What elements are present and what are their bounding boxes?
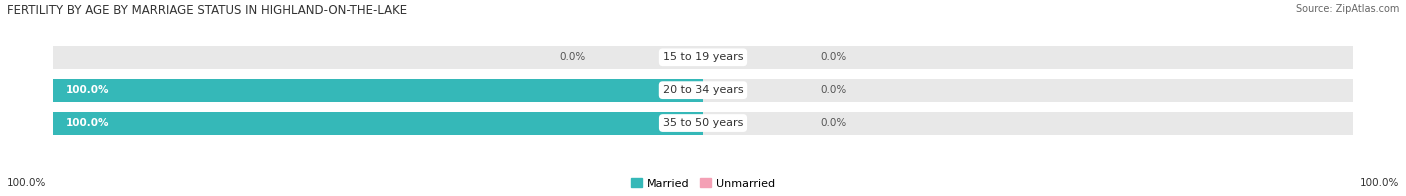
- Bar: [52, 79, 703, 102]
- Text: 100.0%: 100.0%: [1360, 178, 1399, 188]
- Bar: [703, 112, 1354, 134]
- Text: 15 to 19 years: 15 to 19 years: [662, 52, 744, 62]
- Bar: [703, 79, 1354, 102]
- Text: 35 to 50 years: 35 to 50 years: [662, 118, 744, 128]
- Text: Source: ZipAtlas.com: Source: ZipAtlas.com: [1295, 4, 1399, 14]
- Text: FERTILITY BY AGE BY MARRIAGE STATUS IN HIGHLAND-ON-THE-LAKE: FERTILITY BY AGE BY MARRIAGE STATUS IN H…: [7, 4, 408, 17]
- Bar: [52, 46, 703, 69]
- Text: 20 to 34 years: 20 to 34 years: [662, 85, 744, 95]
- Bar: [703, 46, 1354, 69]
- Bar: [52, 112, 703, 134]
- Text: 100.0%: 100.0%: [7, 178, 46, 188]
- Text: 100.0%: 100.0%: [66, 85, 110, 95]
- Text: 0.0%: 0.0%: [820, 85, 846, 95]
- Bar: [52, 79, 703, 102]
- Text: 0.0%: 0.0%: [820, 52, 846, 62]
- Text: 100.0%: 100.0%: [66, 118, 110, 128]
- Legend: Married, Unmarried: Married, Unmarried: [631, 178, 775, 189]
- Text: 0.0%: 0.0%: [560, 52, 586, 62]
- Bar: [52, 112, 703, 134]
- Text: 0.0%: 0.0%: [820, 118, 846, 128]
